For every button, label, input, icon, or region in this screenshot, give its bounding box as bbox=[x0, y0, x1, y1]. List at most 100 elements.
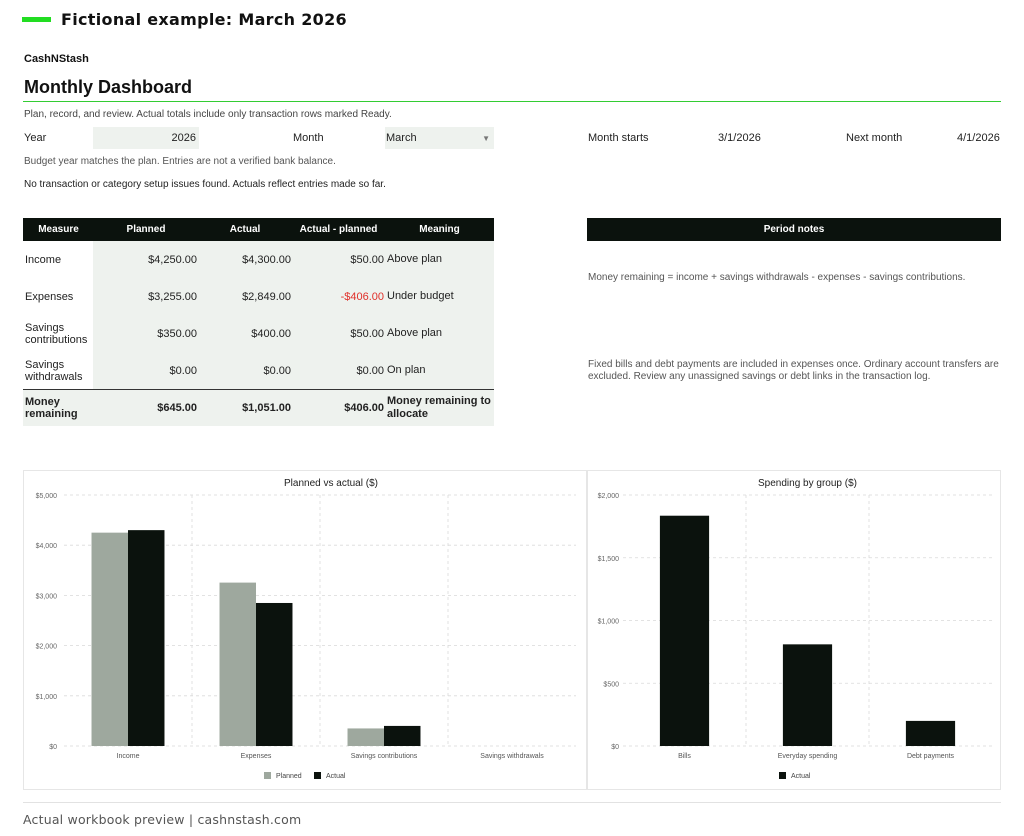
x-tick-label: Expenses bbox=[241, 753, 272, 760]
table-row: Savings contributions $350.00 $400.00 $5… bbox=[23, 315, 494, 352]
y-tick-label: $500 bbox=[603, 681, 619, 688]
column-header-difference: Actual - planned bbox=[299, 224, 378, 235]
footer-text: Actual workbook preview | cashnstash.com bbox=[23, 812, 302, 827]
x-tick-label: Everyday spending bbox=[778, 753, 838, 760]
y-tick-label: $4,000 bbox=[36, 543, 58, 550]
y-tick-label: $2,000 bbox=[36, 644, 58, 651]
table-row: Income $4,250.00 $4,300.00 $50.00 Above … bbox=[23, 241, 494, 278]
legend-swatch bbox=[264, 772, 271, 779]
dropdown-caret-icon: ▼ bbox=[482, 133, 490, 143]
y-tick-label: $1,000 bbox=[598, 619, 620, 626]
row-actual: $400.00 bbox=[251, 327, 291, 340]
legend-label: Actual bbox=[326, 773, 346, 780]
total-planned: $645.00 bbox=[157, 402, 197, 414]
spending-by-group-svg: Spending by group ($) $0 $500 $1,000 $1,500 $… bbox=[598, 478, 992, 780]
y-tick-label: $2,000 bbox=[598, 493, 620, 500]
year-input[interactable]: 2026 bbox=[93, 127, 199, 149]
bar-actual bbox=[128, 530, 165, 746]
row-planned: $4,250.00 bbox=[148, 253, 197, 266]
row-planned: $0.00 bbox=[169, 364, 197, 377]
bar-planned bbox=[219, 582, 256, 746]
summary-table: Measure Planned Actual Actual - planned … bbox=[23, 218, 494, 426]
period-notes-header: Period notes bbox=[587, 218, 1001, 241]
row-difference: -$406.00 bbox=[340, 290, 384, 303]
legend-label: Actual bbox=[791, 773, 811, 780]
spending-by-group-chart: Spending by group ($) $0 $500 $1,000 $1,500 $… bbox=[587, 470, 1001, 790]
bar-actual bbox=[384, 725, 421, 746]
x-tick-label: Savings contributions bbox=[351, 753, 418, 760]
y-tick-label: $0 bbox=[611, 744, 619, 751]
bar-planned bbox=[347, 728, 384, 746]
x-tick-label: Debt payments bbox=[907, 753, 955, 760]
legend-swatch bbox=[314, 772, 321, 779]
total-actual: $1,051.00 bbox=[242, 402, 291, 414]
month-label: Month bbox=[293, 132, 324, 144]
y-tick-label: $1,500 bbox=[598, 556, 620, 563]
brand-name: CashNStash bbox=[24, 53, 89, 65]
accent-dash bbox=[22, 16, 51, 22]
period-note-formula: Money remaining = income + savings withd… bbox=[588, 272, 966, 283]
title-divider bbox=[23, 101, 1001, 102]
year-value: 2026 bbox=[171, 132, 196, 144]
column-header-actual: Actual bbox=[229, 224, 261, 235]
row-planned: $3,255.00 bbox=[148, 290, 197, 303]
bar-actual bbox=[659, 515, 710, 746]
month-select[interactable]: March ▼ bbox=[385, 127, 494, 149]
row-actual: $0.00 bbox=[263, 364, 291, 377]
budget-year-note: Budget year matches the plan. Entries ar… bbox=[24, 156, 336, 167]
setup-status-note: No transaction or category setup issues … bbox=[24, 179, 386, 190]
row-actual: $2,849.00 bbox=[242, 290, 291, 303]
legend-label: Planned bbox=[276, 773, 302, 780]
column-header-meaning: Meaning bbox=[419, 224, 460, 235]
row-meaning: On plan bbox=[387, 364, 426, 376]
chart-title: Planned vs actual ($) bbox=[284, 478, 378, 489]
y-tick-label: $0 bbox=[49, 744, 57, 751]
row-meaning: Under budget bbox=[387, 290, 454, 302]
total-difference: $406.00 bbox=[344, 402, 384, 414]
table-row: Expenses $3,255.00 $2,849.00 -$406.00 Un… bbox=[23, 278, 494, 315]
page-title: Monthly Dashboard bbox=[24, 77, 193, 97]
column-header-measure: Measure bbox=[38, 224, 79, 235]
total-meaning: Money remaining to allocate bbox=[387, 395, 491, 420]
bar-actual bbox=[905, 720, 956, 746]
row-measure: Income bbox=[25, 253, 62, 266]
row-measure: Savings withdrawals bbox=[25, 358, 83, 383]
footer-divider bbox=[23, 802, 1001, 803]
table-row: Savings withdrawals $0.00 $0.00 $0.00 On… bbox=[23, 352, 494, 389]
example-title: Fictional example: March 2026 bbox=[61, 9, 347, 29]
y-tick-label: $5,000 bbox=[36, 493, 58, 500]
row-measure: Savings contributions bbox=[25, 321, 88, 346]
row-meaning: Above plan bbox=[387, 327, 443, 339]
planned-vs-actual-chart: Planned vs actual ($) $0 $1,000 $2,000 $3,00… bbox=[23, 470, 587, 790]
total-measure: Money remaining bbox=[23, 390, 93, 426]
column-header-planned: Planned bbox=[126, 224, 166, 235]
planned-vs-actual-svg: Planned vs actual ($) $0 $1,000 $2,000 $3,00… bbox=[36, 478, 576, 780]
total-row: Money remaining $645.00 $1,051.00 $406.0… bbox=[23, 389, 494, 426]
bar-planned bbox=[91, 532, 128, 746]
x-tick-label: Bills bbox=[678, 753, 691, 760]
page-subtitle: Plan, record, and review. Actual totals … bbox=[24, 109, 392, 120]
y-tick-label: $3,000 bbox=[36, 593, 58, 600]
row-difference: $0.00 bbox=[356, 364, 384, 377]
next-month-label: Next month bbox=[846, 132, 903, 144]
y-tick-label: $1,000 bbox=[36, 694, 58, 701]
row-measure: Expenses bbox=[25, 290, 74, 303]
x-tick-label: Savings withdrawals bbox=[480, 753, 544, 760]
month-starts-value: 3/1/2026 bbox=[718, 132, 761, 144]
period-note-expenses: Fixed bills and debt payments are includ… bbox=[588, 359, 999, 382]
summary-table-header: Measure Planned Actual Actual - planned … bbox=[23, 218, 494, 241]
bar-actual bbox=[782, 644, 833, 746]
x-tick-label: Income bbox=[117, 753, 140, 760]
example-banner: Fictional example: March 2026 bbox=[22, 8, 347, 30]
row-difference: $50.00 bbox=[350, 253, 384, 266]
row-actual: $4,300.00 bbox=[242, 253, 291, 266]
row-difference: $50.00 bbox=[350, 327, 384, 340]
legend-swatch bbox=[779, 772, 786, 779]
month-value: March bbox=[386, 132, 417, 144]
chart-title: Spending by group ($) bbox=[758, 478, 857, 489]
year-label: Year bbox=[24, 132, 47, 144]
row-planned: $350.00 bbox=[157, 327, 197, 340]
bar-actual bbox=[256, 602, 293, 746]
row-meaning: Above plan bbox=[387, 253, 443, 265]
month-starts-label: Month starts bbox=[588, 132, 649, 144]
